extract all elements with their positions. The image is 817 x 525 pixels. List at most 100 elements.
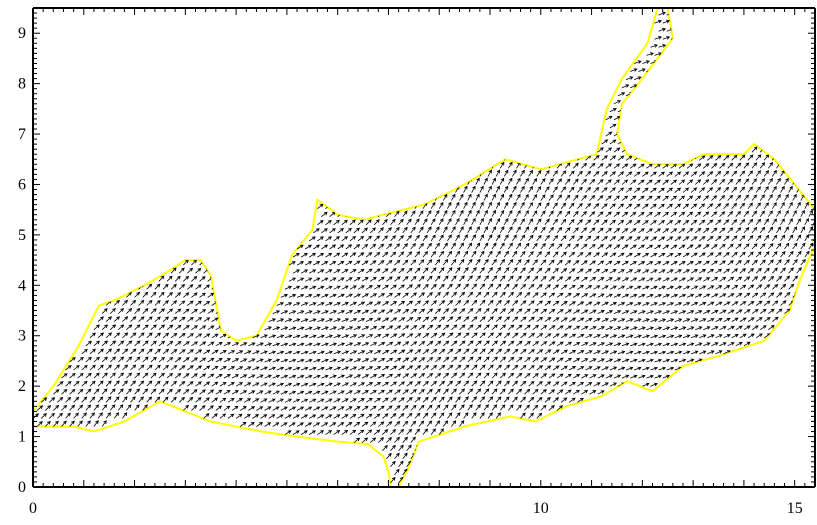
velocity-arrow	[524, 242, 530, 250]
velocity-arrow	[784, 308, 791, 314]
velocity-arrow	[451, 275, 457, 282]
velocity-arrow	[406, 317, 414, 322]
velocity-arrow	[101, 372, 108, 379]
velocity-arrow	[109, 388, 116, 395]
velocity-arrow	[625, 302, 634, 306]
velocity-arrow	[410, 308, 418, 314]
velocity-arrow	[564, 276, 572, 282]
velocity-arrow	[365, 317, 374, 322]
velocity-arrow	[662, 293, 670, 298]
velocity-arrow	[187, 381, 194, 387]
velocity-arrow	[321, 390, 329, 395]
velocity-arrow	[268, 366, 276, 371]
velocity-arrow	[694, 244, 702, 250]
velocity-arrow	[300, 430, 308, 435]
velocity-arrow	[418, 275, 425, 282]
velocity-arrow	[378, 373, 386, 379]
velocity-arrow	[755, 234, 762, 242]
velocity-arrow	[796, 267, 802, 274]
velocity-arrow	[333, 350, 342, 355]
velocity-arrow	[118, 388, 124, 395]
velocity-arrow	[763, 170, 770, 177]
velocity-arrow	[154, 300, 161, 306]
velocity-arrow	[573, 276, 580, 282]
velocity-arrow	[434, 324, 442, 331]
velocity-arrow	[613, 163, 621, 169]
velocity-arrow	[369, 437, 377, 443]
velocity-arrow	[564, 243, 571, 250]
velocity-arrow	[292, 350, 301, 355]
velocity-arrow	[101, 340, 109, 347]
velocity-arrow	[548, 226, 554, 234]
velocity-arrow	[199, 309, 207, 314]
velocity-arrow	[138, 316, 145, 322]
velocity-arrow	[402, 436, 408, 443]
velocity-arrow	[690, 203, 698, 210]
velocity-arrow	[329, 293, 337, 298]
velocity-arrow	[495, 201, 500, 209]
velocity-arrow	[357, 429, 365, 435]
velocity-arrow	[731, 202, 738, 209]
velocity-arrow	[166, 292, 173, 298]
velocity-arrow	[65, 412, 71, 419]
velocity-arrow	[483, 258, 489, 266]
velocity-arrow	[573, 293, 581, 298]
velocity-arrow	[264, 326, 272, 331]
y-tick-label: 4	[18, 277, 26, 294]
velocity-arrow	[715, 285, 723, 290]
velocity-arrow	[512, 234, 517, 242]
velocity-arrow	[170, 380, 178, 387]
velocity-arrow	[353, 406, 361, 411]
velocity-arrow	[780, 218, 785, 226]
velocity-arrow	[532, 259, 538, 266]
velocity-arrow	[751, 178, 757, 185]
velocity-arrow	[174, 308, 182, 314]
velocity-arrow	[305, 310, 313, 314]
velocity-arrow	[418, 341, 426, 347]
velocity-arrow	[516, 291, 523, 298]
velocity-arrow	[731, 235, 738, 242]
velocity-arrow	[438, 380, 446, 387]
velocity-arrow	[455, 250, 461, 258]
velocity-arrow	[682, 236, 690, 242]
velocity-arrow	[337, 406, 345, 411]
velocity-arrow	[142, 291, 149, 298]
velocity-arrow	[426, 420, 433, 427]
velocity-arrow	[231, 358, 240, 363]
velocity-arrow	[597, 374, 605, 379]
velocity-arrow	[589, 243, 596, 250]
velocity-arrow	[365, 382, 374, 387]
velocity-arrow	[581, 389, 589, 395]
x-tick-label: 15	[787, 500, 803, 517]
velocity-arrow	[662, 261, 670, 266]
velocity-arrow	[690, 301, 699, 306]
velocity-arrow	[609, 301, 618, 306]
velocity-arrow	[276, 350, 285, 355]
velocity-arrow	[451, 258, 457, 266]
velocity-arrow	[581, 293, 589, 298]
velocity-arrow	[491, 275, 498, 282]
velocity-arrow	[398, 300, 406, 306]
velocity-arrow	[495, 316, 503, 322]
velocity-arrow	[386, 227, 392, 234]
velocity-arrow	[532, 177, 538, 185]
velocity-arrow	[771, 202, 777, 209]
velocity-arrow	[252, 366, 260, 371]
velocity-arrow	[690, 187, 698, 193]
velocity-arrow	[398, 333, 406, 339]
velocity-arrow	[463, 234, 468, 242]
velocity-arrow	[621, 195, 629, 201]
velocity-arrow	[654, 326, 663, 331]
velocity-arrow	[150, 324, 157, 331]
velocity-arrow	[776, 259, 782, 266]
velocity-arrow	[89, 380, 96, 387]
velocity-arrow	[451, 226, 456, 234]
velocity-arrow	[642, 60, 650, 64]
velocity-arrow	[422, 316, 430, 322]
velocity-arrow	[743, 341, 751, 347]
velocity-arrow	[483, 209, 488, 217]
velocity-arrow	[487, 299, 494, 306]
velocity-arrow	[678, 163, 686, 169]
velocity-arrow	[516, 372, 523, 379]
velocity-arrow	[556, 210, 563, 217]
